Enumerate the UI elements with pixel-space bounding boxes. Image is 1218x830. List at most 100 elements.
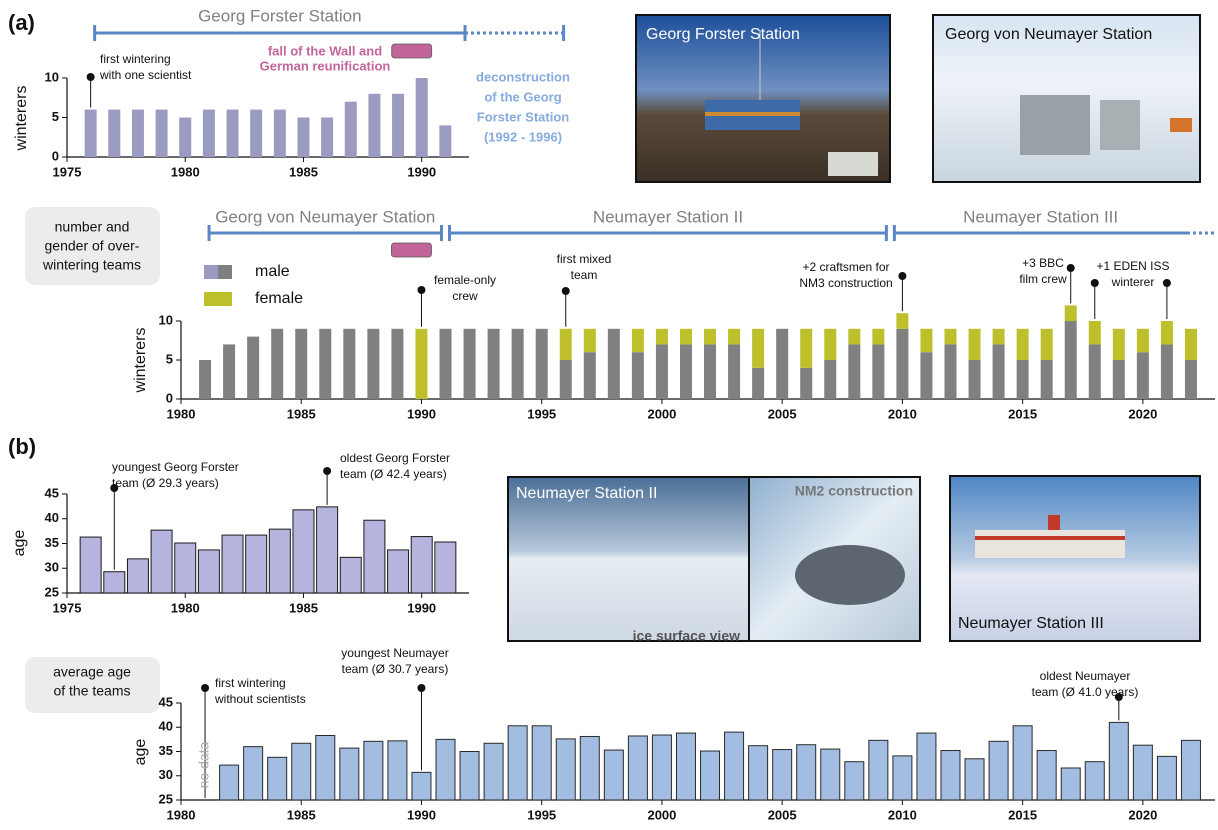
annotation-dot [1162,279,1171,287]
bar [221,534,244,594]
event-label: German reunification [260,58,391,73]
note: (1992 - 1996) [484,129,562,144]
x-tick-label: 2020 [1128,406,1157,421]
bar-segment [1088,344,1101,399]
bar [103,571,126,594]
bar-segment [583,328,596,353]
bar [202,109,215,157]
note: of the Georg [484,89,561,104]
event-label: fall of the Wall and [268,43,382,58]
annotation: with one scientist [99,68,192,82]
annotation: crew [452,289,478,303]
missing-label: no data [196,741,212,788]
legend-swatch [204,265,218,279]
bar [892,755,913,801]
timeline-label: Neumayer Station III [963,207,1118,226]
bar [651,734,672,801]
y-axis-label: age [11,530,28,557]
bar-segment [1112,360,1125,399]
bar-segment [607,328,620,399]
bar [844,761,865,801]
bar-segment [463,328,476,399]
bar-segment [752,328,765,368]
bar-segment [223,344,236,399]
bar-segment [367,328,380,399]
bar [1156,755,1177,801]
bar [339,747,360,801]
bar-segment [1184,328,1197,360]
x-tick-label: 1990 [407,164,436,179]
annotation-dot [417,286,426,294]
bar [126,558,149,594]
annotation: +3 BBC [1022,256,1064,270]
bar-segment [1040,328,1053,360]
bar-segment [728,328,741,345]
side-label: gender of over- [45,238,140,254]
bar [603,749,624,801]
bar-segment [800,367,813,399]
x-tick-label: 1990 [407,807,436,822]
bar-segment [1184,360,1197,399]
bar [483,742,504,801]
y-tick-label: 45 [159,694,173,709]
x-tick-label: 1980 [171,600,200,615]
photo: Georg von Neumayer Station [932,14,1201,183]
bar [772,749,793,801]
annotation: team [571,268,598,282]
bar [150,529,173,594]
bar [219,764,240,801]
bar-segment [704,344,717,399]
annotation-dot [417,684,426,692]
bar [1132,744,1153,801]
bar [368,93,381,157]
bar-segment [511,328,524,399]
bar [79,536,102,594]
annotation-dot [1090,279,1099,287]
side-label-box [25,657,160,713]
annotation: oldest Georg Forster [340,451,450,465]
bar [363,519,386,594]
bar [700,750,721,801]
y-tick-label: 25 [159,791,173,806]
photo-caption: Georg Forster Station [646,26,800,43]
bar [1084,761,1105,801]
annotation-dot [86,73,95,81]
annotation: film crew [1019,272,1067,286]
bar-segment [920,352,933,399]
bar-segment [800,328,813,368]
bar-segment [1112,328,1125,360]
bar [916,732,937,801]
bar [155,109,168,157]
y-axis-label: winterers [132,328,149,394]
bar-segment [1064,305,1077,321]
y-axis-label: winterers [13,86,30,152]
annotation: youngest Georg Forster [112,460,239,474]
annotation-dot [110,484,119,492]
bar [344,101,357,157]
timeline-label: Neumayer Station II [593,207,743,226]
event-box [391,43,433,59]
bar-segment [872,344,885,399]
bar-segment [776,328,789,399]
panel-label: (b) [8,434,36,459]
bar [415,78,428,157]
x-tick-label: 2010 [888,807,917,822]
y-tick-label: 0 [166,390,173,405]
bar [250,109,263,157]
photo-caption: ice surface view [633,628,741,644]
y-tick-label: 5 [52,109,59,124]
bar-segment [559,328,572,360]
annotation-dot [323,467,332,475]
y-tick-label: 40 [45,510,59,525]
photo-caption: Georg von Neumayer Station [945,26,1152,43]
x-tick-label: 1990 [407,600,436,615]
y-tick-label: 25 [45,584,59,599]
bar [297,117,310,157]
bar [964,758,985,801]
bar [675,732,696,801]
y-tick-label: 30 [45,560,59,575]
bar-segment [968,328,981,360]
x-tick-label: 1985 [287,807,316,822]
bar [179,117,192,157]
bar [796,744,817,801]
